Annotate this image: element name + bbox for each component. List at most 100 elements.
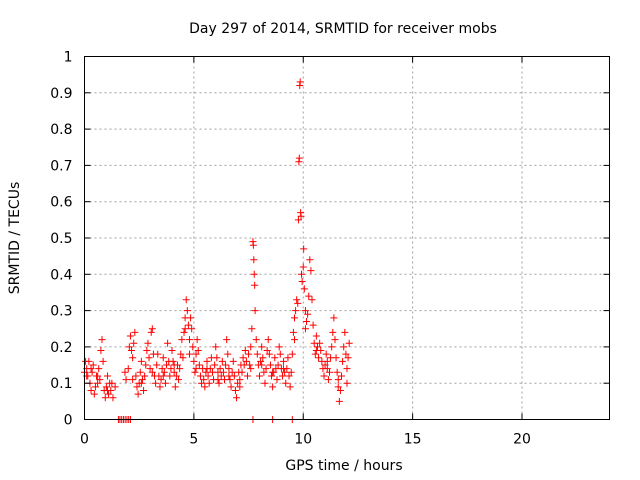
data-point (200, 376, 208, 384)
data-point (312, 347, 320, 355)
data-point (330, 314, 338, 322)
points-layer (81, 78, 353, 423)
data-point (258, 343, 266, 351)
data-point (138, 376, 146, 384)
data-point (217, 372, 225, 380)
y-tick-label: 0.4 (50, 267, 72, 283)
data-point (111, 383, 119, 391)
data-point (132, 372, 140, 380)
data-point (169, 357, 177, 365)
data-point (212, 343, 220, 351)
data-point (193, 336, 201, 344)
data-point (137, 379, 145, 387)
data-point (298, 278, 306, 286)
data-point (186, 350, 193, 358)
x-tick-label: 10 (294, 432, 312, 448)
data-point (186, 336, 193, 344)
ticks-layer: 00.10.20.30.40.50.60.70.80.910 5 10 15 20 (50, 50, 610, 448)
data-point (134, 390, 142, 398)
data-point (266, 361, 274, 369)
data-point (224, 350, 232, 358)
data-point (313, 343, 321, 351)
data-point (226, 376, 234, 384)
data-point (260, 368, 268, 376)
data-point (288, 350, 296, 358)
data-point (251, 281, 259, 289)
data-point (170, 361, 178, 369)
data-point (281, 368, 289, 376)
data-point (276, 350, 284, 358)
data-point (246, 361, 254, 369)
data-point (159, 372, 167, 380)
data-point (201, 383, 209, 391)
data-point (271, 354, 279, 362)
data-point (234, 379, 242, 387)
y-tick-label: 0.9 (50, 86, 72, 102)
data-point (98, 336, 106, 344)
data-point (91, 383, 99, 391)
data-point (247, 343, 255, 351)
data-point (284, 354, 292, 362)
data-point (101, 394, 109, 402)
data-point (335, 397, 343, 405)
data-point (103, 372, 111, 380)
data-point (141, 372, 149, 380)
data-point (273, 376, 281, 384)
data-point (323, 365, 331, 373)
data-point (122, 376, 130, 384)
data-point (252, 336, 260, 344)
data-point (130, 339, 138, 347)
data-point (264, 336, 272, 344)
data-point (338, 372, 346, 380)
data-point (160, 368, 168, 376)
data-point (205, 379, 213, 387)
data-point (177, 350, 185, 358)
data-point (143, 347, 151, 355)
data-point (145, 354, 153, 362)
data-point (292, 307, 300, 315)
data-point (223, 336, 231, 344)
grid-layer (84, 56, 610, 420)
y-tick-label: 0.1 (50, 376, 72, 392)
data-point (289, 328, 297, 336)
data-point (236, 383, 244, 391)
data-point (282, 379, 290, 387)
data-point (204, 372, 212, 380)
data-point (339, 357, 347, 365)
data-point (146, 365, 154, 373)
data-point (90, 390, 98, 398)
data-point (274, 361, 282, 369)
data-point (257, 357, 265, 365)
data-point (157, 376, 165, 384)
data-point (304, 310, 312, 318)
data-point (248, 325, 256, 333)
data-point (265, 350, 273, 358)
data-point (229, 357, 237, 365)
data-point (97, 347, 105, 355)
data-point (323, 357, 331, 365)
data-point (85, 357, 93, 365)
data-point (285, 372, 293, 380)
data-point (334, 383, 342, 391)
data-point (231, 386, 239, 394)
data-point (309, 321, 317, 329)
data-point (161, 379, 169, 387)
data-point (158, 365, 166, 373)
data-point (275, 343, 283, 351)
data-point (102, 383, 110, 391)
data-point (95, 365, 103, 373)
data-point (321, 361, 329, 369)
data-point (219, 368, 227, 376)
data-point (233, 394, 241, 402)
data-point (164, 339, 172, 347)
data-point (182, 296, 190, 304)
data-point (227, 383, 235, 391)
data-point (316, 339, 324, 347)
data-point (326, 368, 333, 376)
data-point (269, 368, 277, 376)
data-point (171, 383, 179, 391)
data-point (183, 307, 191, 315)
data-point (236, 376, 244, 384)
data-point (148, 325, 156, 333)
data-point (218, 357, 226, 365)
